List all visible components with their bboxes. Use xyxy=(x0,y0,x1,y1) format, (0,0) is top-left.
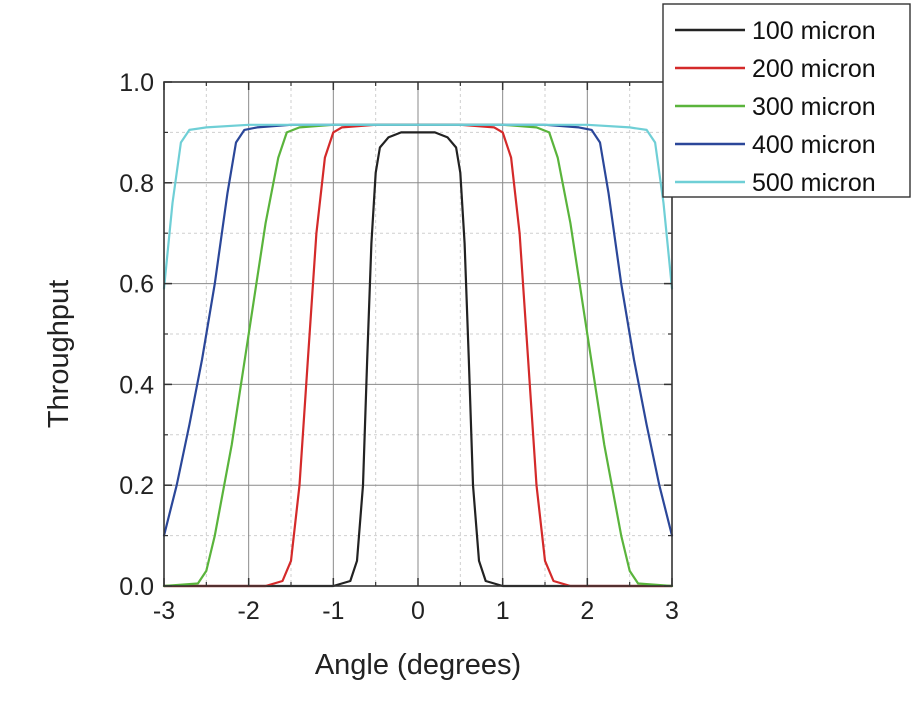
series-lines xyxy=(162,123,674,588)
x-tick-label: -2 xyxy=(238,597,260,625)
x-tick-label: 1 xyxy=(496,597,510,625)
y-tick-label: 0.2 xyxy=(119,472,154,500)
legend-label-300-micron: 300 micron xyxy=(752,93,876,121)
x-axis-title: Angle (degrees) xyxy=(315,649,521,681)
y-tick-label: 0.0 xyxy=(119,573,154,601)
y-tick-labels: 0.0 0.2 0.4 0.6 0.8 1.0 xyxy=(119,69,154,601)
x-tick-label: 3 xyxy=(665,597,679,625)
x-tick-label: -1 xyxy=(322,597,344,625)
legend-label-500-micron: 500 micron xyxy=(752,169,876,197)
y-tick-label: 0.6 xyxy=(119,271,154,299)
x-tick-label: 0 xyxy=(411,597,425,625)
series-line-100-micron xyxy=(162,131,674,588)
x-tick-label: 2 xyxy=(580,597,594,625)
legend-label-400-micron: 400 micron xyxy=(752,131,876,159)
x-tick-label: -3 xyxy=(153,597,175,625)
y-tick-label: 0.4 xyxy=(119,371,154,399)
legend: 100 micron 200 micron 300 micron 400 micron… xyxy=(662,3,911,198)
legend-box xyxy=(662,3,911,198)
series-line-500-micron xyxy=(162,123,674,290)
y-axis-title: Throughput xyxy=(43,280,75,428)
y-tick-label: 1.0 xyxy=(119,69,154,97)
y-tick-label: 0.8 xyxy=(119,170,154,198)
legend-label-200-micron: 200 micron xyxy=(752,55,876,83)
legend-label-100-micron: 100 micron xyxy=(752,17,876,45)
legend-items: 100 micron 200 micron 300 micron 400 micron… xyxy=(675,17,876,197)
x-tick-labels: -3 -2 -1 0 1 2 3 xyxy=(153,597,679,625)
